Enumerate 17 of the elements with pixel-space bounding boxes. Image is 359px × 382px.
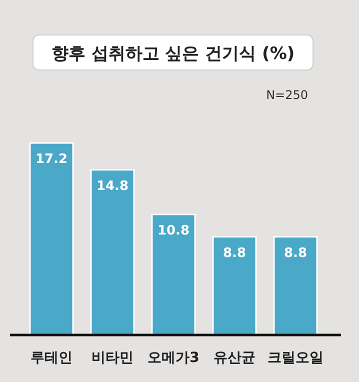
x-tick-label: 오메가3 (148, 350, 200, 366)
chart-title: 향후 섭취하고 싶은 건기식 (%) (51, 44, 295, 64)
x-tick-label: 비타민 (92, 350, 134, 366)
data-label: 14.8 (96, 178, 129, 194)
data-label: 10.8 (157, 223, 190, 238)
bar (273, 236, 318, 336)
bar (90, 169, 135, 336)
x-tick-label: 크릴오일 (268, 350, 324, 366)
bar (212, 236, 257, 336)
x-tick-label: 유산균 (214, 350, 256, 366)
bar (151, 214, 196, 336)
data-label: 8.8 (284, 246, 308, 261)
x-tick-label: 루테인 (30, 350, 72, 366)
bar (29, 142, 74, 336)
data-label: 17.2 (35, 152, 68, 167)
text: N=250 (266, 88, 308, 102)
data-label: 8.8 (222, 246, 246, 261)
